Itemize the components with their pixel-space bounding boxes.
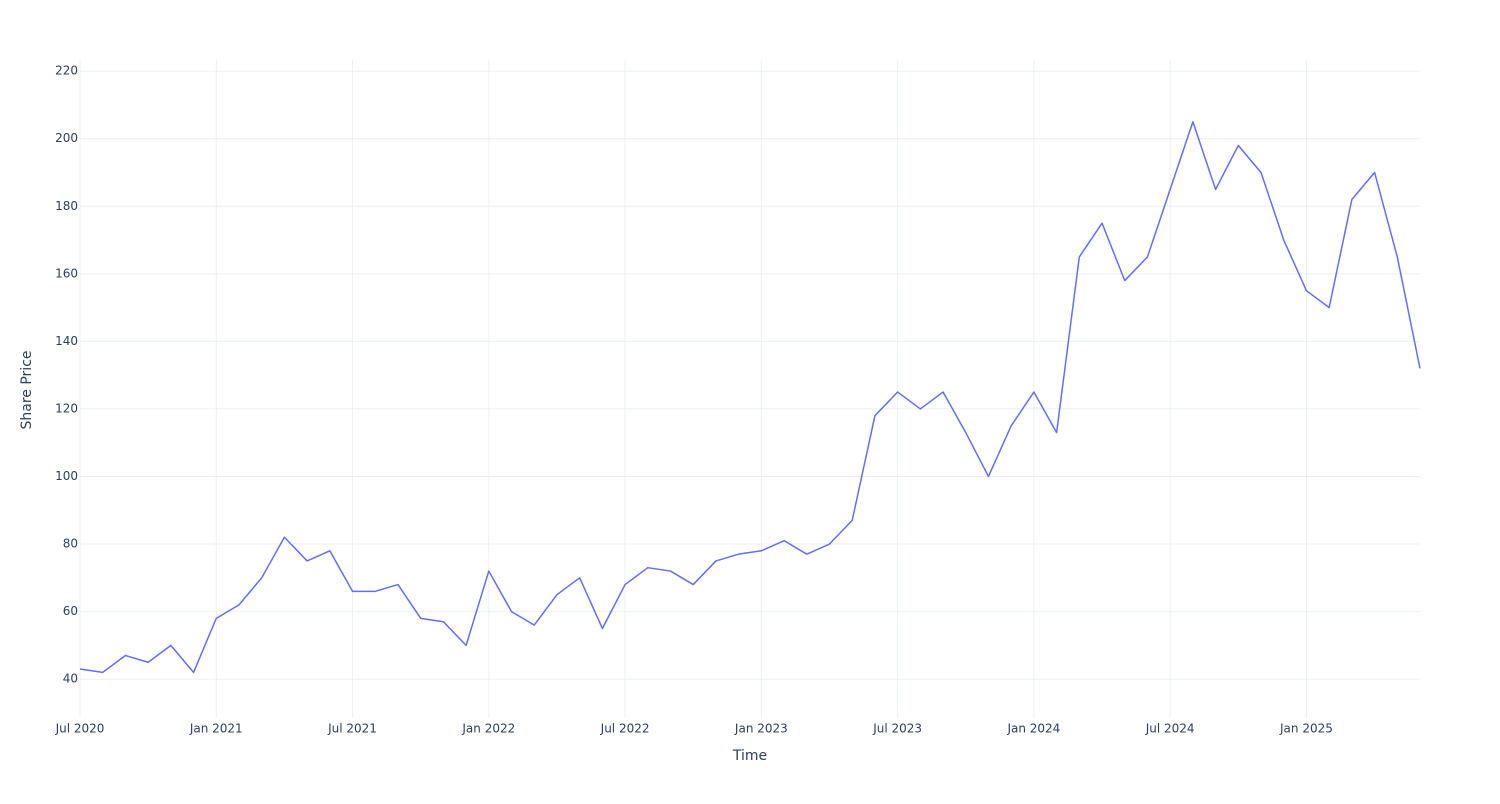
x-tick-label: Jan 2025	[1279, 722, 1333, 736]
y-tick-label: 60	[63, 604, 78, 618]
x-tick-label: Jul 2023	[872, 722, 922, 736]
x-axis-title: Time	[732, 748, 767, 764]
y-tick-label: 120	[55, 401, 78, 415]
y-tick-label: 80	[63, 537, 78, 551]
y-tick-label: 220	[55, 64, 78, 78]
x-tick-label: Jul 2022	[600, 722, 650, 736]
x-tick-label: Jul 2021	[327, 722, 377, 736]
x-tick-label: Jul 2024	[1145, 722, 1195, 736]
y-tick-label: 200	[55, 131, 78, 145]
y-tick-label: 40	[63, 672, 78, 686]
line-series	[79, 121, 1421, 674]
x-tick-label: Jul 2020	[55, 722, 105, 736]
x-tick-label: Jan 2022	[461, 722, 515, 736]
y-tick-label: 100	[55, 469, 78, 483]
y-tick-label: 140	[55, 334, 78, 348]
y-axis-title: Share Price	[19, 350, 35, 429]
y-tick-label: 180	[55, 199, 78, 213]
x-tick-label: Jan 2023	[734, 722, 788, 736]
y-tick-label: 160	[55, 266, 78, 280]
x-tick-label: Jan 2021	[189, 722, 243, 736]
x-tick-label: Jan 2024	[1006, 722, 1060, 736]
